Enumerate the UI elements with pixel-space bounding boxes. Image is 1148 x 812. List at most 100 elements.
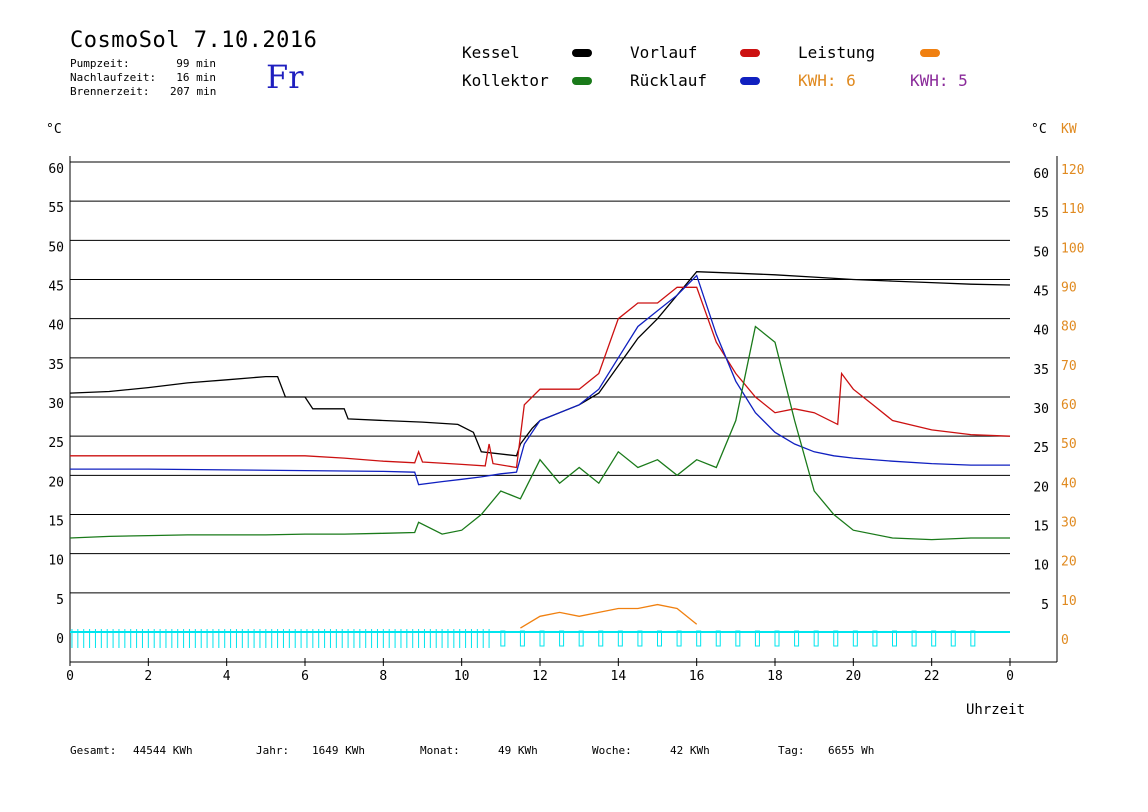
y2-tick-label: 80 xyxy=(1061,320,1077,335)
legend-leistung-swatch xyxy=(920,49,940,57)
y-tick-label-right: 30 xyxy=(1033,402,1049,417)
y2-tick-label: 70 xyxy=(1061,359,1077,374)
x-tick-label: 8 xyxy=(379,669,387,684)
y-tick-label: 40 xyxy=(48,319,64,334)
pump-mark xyxy=(872,630,878,647)
stat-value: 99 min xyxy=(176,57,216,70)
pump-mark xyxy=(813,630,819,647)
pump-mark xyxy=(637,630,643,647)
y2-tick-label: 10 xyxy=(1061,594,1077,609)
stat-label: Nachlaufzeit: xyxy=(70,71,157,84)
legend-kessel-swatch xyxy=(572,49,592,57)
series-rücklauf xyxy=(70,274,1010,486)
legend-kessel-label: Kessel xyxy=(462,43,520,62)
y2-tick-label: 60 xyxy=(1061,398,1077,413)
y-tick-label: 35 xyxy=(48,358,64,373)
y-tick-label-right: 5 xyxy=(1041,598,1049,613)
pump-mark xyxy=(500,630,506,647)
series-lines xyxy=(69,271,1011,629)
x-tick-label: 6 xyxy=(301,669,309,684)
legend-ruecklauf-label: Rücklauf xyxy=(630,71,708,90)
y-tick-label: 30 xyxy=(48,397,64,412)
stat-value: 207 min xyxy=(170,85,217,98)
tick-labels: 0510152025303540455055605101520253035404… xyxy=(48,162,1084,684)
y-tick-label: 45 xyxy=(48,280,64,295)
series-leistung xyxy=(520,603,698,629)
pump-mark xyxy=(696,630,702,647)
x-tick-label: 0 xyxy=(1006,669,1014,684)
y-tick-label: 5 xyxy=(56,593,64,608)
stat-label: Pumpzeit: xyxy=(70,57,130,70)
y-tick-label-right: 20 xyxy=(1033,480,1049,495)
y-tick-label-right: 55 xyxy=(1033,206,1049,221)
pump-mark xyxy=(970,630,976,647)
pump-mark xyxy=(676,630,682,647)
y-tick-label: 10 xyxy=(48,554,64,569)
pump-mark xyxy=(911,630,917,647)
y-tick-label-right: 40 xyxy=(1033,324,1049,339)
y-tick-label-right: 25 xyxy=(1033,441,1049,456)
y2-axis-unit: KW xyxy=(1061,122,1077,137)
x-tick-label: 12 xyxy=(532,669,548,684)
legend-ruecklauf-swatch xyxy=(740,77,760,85)
y2-tick-label: 100 xyxy=(1061,241,1084,256)
stat-nachlaufzeit: Nachlaufzeit: 16 min xyxy=(70,71,220,84)
y-tick-label: 25 xyxy=(48,436,64,451)
legend-kwh1: KWH: 6 xyxy=(798,71,856,90)
y-tick-label-right: 35 xyxy=(1033,363,1049,378)
y-axis-unit-right: °C xyxy=(1031,122,1047,137)
x-tick-label: 4 xyxy=(223,669,231,684)
grid-lines xyxy=(70,161,1010,594)
stat-value: 16 min xyxy=(176,71,216,84)
pump-mark xyxy=(598,630,604,647)
x-tick-label: 18 xyxy=(767,669,783,684)
footer-monat-value: 49 KWh xyxy=(498,744,538,757)
footer-gesamt-label: Gesamt: xyxy=(70,744,117,757)
footer-woche-label: Woche: xyxy=(592,744,632,757)
y2-tick-label: 30 xyxy=(1061,516,1077,531)
pump-mark xyxy=(794,630,800,647)
x-tick-label: 16 xyxy=(689,669,705,684)
y-tick-label: 0 xyxy=(56,632,64,647)
series-kessel xyxy=(69,271,1011,457)
pump-mark xyxy=(892,630,897,647)
pump-mark xyxy=(931,630,937,647)
series-kollektor xyxy=(69,325,1010,541)
y-tick-label: 55 xyxy=(48,201,64,216)
footer-monat-label: Monat: xyxy=(420,744,460,757)
legend-leistung-label: Leistung xyxy=(798,43,876,62)
pump-mark xyxy=(539,630,545,647)
chart-title: CosmoSol 7.10.2016 xyxy=(70,28,318,53)
y-tick-label: 20 xyxy=(48,475,64,490)
y2-tick-label: 90 xyxy=(1061,281,1077,296)
y2-tick-label: 20 xyxy=(1061,555,1077,570)
legend-vorlauf-swatch xyxy=(740,49,760,57)
x-tick-label: 14 xyxy=(611,669,627,684)
y2-tick-label: 50 xyxy=(1061,437,1077,452)
y-axis-unit-left: °C xyxy=(46,122,62,137)
x-tick-label: 10 xyxy=(454,669,470,684)
y-tick-label-right: 50 xyxy=(1033,245,1049,260)
pump-mark xyxy=(754,630,760,647)
weekday-label: Fr xyxy=(266,58,304,96)
y-tick-label-right: 45 xyxy=(1033,285,1049,300)
legend-kollektor-swatch xyxy=(572,77,592,85)
pump-mark xyxy=(715,630,721,647)
legend-kollektor-label: Kollektor xyxy=(462,71,549,90)
footer-tag-label: Tag: xyxy=(778,744,805,757)
y2-tick-label: 110 xyxy=(1061,202,1084,217)
y-tick-label: 50 xyxy=(48,240,64,255)
legend-vorlauf-label: Vorlauf xyxy=(630,43,698,62)
y-tick-label: 15 xyxy=(48,515,64,530)
y-tick-label-right: 15 xyxy=(1033,520,1049,535)
footer-gesamt-value: 44544 KWh xyxy=(133,744,193,757)
pump-mark xyxy=(578,630,584,647)
y-tick-label-right: 60 xyxy=(1033,167,1049,182)
stat-brennerzeit: Brennerzeit: 207 min xyxy=(70,85,220,98)
pump-mark xyxy=(950,630,956,647)
pump-mark xyxy=(735,630,741,647)
footer-jahr-label: Jahr: xyxy=(256,744,290,757)
pump-mark xyxy=(852,630,858,647)
footer-jahr-value: 1649 KWh xyxy=(312,744,365,757)
